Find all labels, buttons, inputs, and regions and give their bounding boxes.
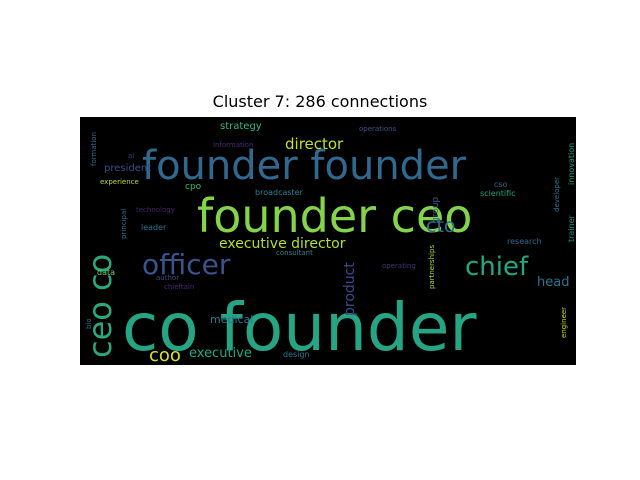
word-partnerships: partnerships <box>428 245 436 289</box>
word-author: author <box>156 274 179 282</box>
word-founder-founder: founder founder <box>142 143 467 189</box>
word-executive: executive <box>189 346 252 361</box>
word-experience: experience <box>100 178 139 186</box>
word-design: design <box>283 350 310 359</box>
word-cloud: co founder founder ceo founder founder ceo … <box>80 117 576 365</box>
word-ai: ai <box>128 152 134 160</box>
word-co-founder: co founder <box>122 289 477 365</box>
word-group: group <box>431 197 441 223</box>
word-officer: officer <box>142 248 231 281</box>
word-scientific: scientific <box>480 189 516 198</box>
word-operations: operations <box>359 125 397 133</box>
word-founder-ceo: founder ceo <box>197 189 472 243</box>
word-head: head <box>537 275 569 290</box>
word-developer: developer <box>553 177 561 212</box>
word-leader: leader <box>141 223 167 232</box>
word-cpo: cpo <box>185 182 202 192</box>
word-cso: cso <box>494 180 508 189</box>
word-information: information <box>213 141 253 149</box>
chart-title: Cluster 7: 286 connections <box>212 92 428 111</box>
word-innovation: innovation <box>567 143 576 185</box>
word-president: president <box>104 163 151 174</box>
word-strategy: strategy <box>220 121 262 132</box>
word-consultant: consultant <box>276 249 313 257</box>
word-data: data <box>97 268 115 277</box>
word-bio: bio <box>85 318 93 329</box>
word-chief: chief <box>465 252 529 282</box>
word-chieftain: chieftain <box>164 283 194 291</box>
word-operating: operating <box>382 262 416 270</box>
word-director: director <box>285 135 344 153</box>
word-medical: medical <box>210 313 253 326</box>
word-trainer: trainer <box>567 214 576 242</box>
word-cto: cto <box>426 215 456 237</box>
word-formation: formation <box>90 132 98 166</box>
word-executive-director: executive director <box>219 236 346 252</box>
word-ceo-co: ceo co <box>81 254 119 358</box>
word-broadcaster: broadcaster <box>255 188 304 197</box>
word-technology: technology <box>136 206 175 214</box>
word-product: product <box>342 262 358 316</box>
word-coo: coo <box>149 345 181 365</box>
word-research: research <box>507 237 542 246</box>
word-engineer: engineer <box>560 307 568 338</box>
word-principal: principal <box>120 209 128 239</box>
